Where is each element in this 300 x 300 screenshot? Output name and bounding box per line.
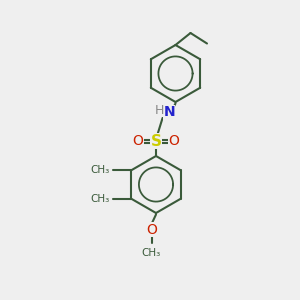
Text: O: O: [133, 134, 143, 148]
Text: S: S: [151, 134, 161, 148]
Text: CH₃: CH₃: [90, 194, 110, 204]
Text: CH₃: CH₃: [90, 165, 110, 175]
Text: N: N: [164, 106, 175, 119]
Text: H: H: [154, 103, 164, 117]
Text: O: O: [146, 223, 157, 236]
Text: O: O: [169, 134, 179, 148]
Text: CH₃: CH₃: [142, 248, 161, 258]
